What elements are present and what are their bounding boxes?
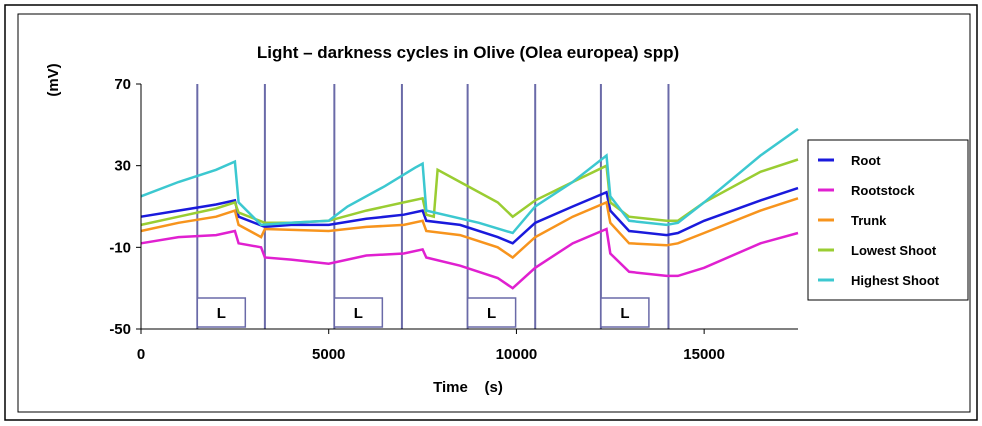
light-label: L <box>354 305 363 322</box>
chart-area <box>17 13 971 413</box>
light-box <box>196 297 247 328</box>
light-box <box>466 297 517 328</box>
light-label: L <box>487 305 496 322</box>
series-line <box>140 127 799 235</box>
series-line <box>140 227 799 290</box>
light-box <box>333 297 384 328</box>
legend <box>807 139 969 301</box>
y-tick-label: -50 <box>109 321 131 338</box>
x-tick-label: 5000 <box>312 346 345 363</box>
y-tick-label: -10 <box>109 239 131 256</box>
x-tick-label: 15000 <box>683 346 725 363</box>
series-line <box>140 197 799 260</box>
y-tick-label: 70 <box>114 76 131 93</box>
legend-label: Lowest Shoot <box>851 243 937 258</box>
light-label: L <box>217 305 226 322</box>
light-label: L <box>620 305 629 322</box>
y-axis-label: (mV) <box>45 63 62 96</box>
x-axis-label: Time (s) <box>433 379 503 396</box>
y-tick-label: 30 <box>114 158 131 175</box>
x-tick-label: 10000 <box>496 346 538 363</box>
series-line <box>140 186 799 245</box>
legend-label: Trunk <box>851 213 887 228</box>
plot-area <box>141 84 798 329</box>
light-box <box>600 297 650 328</box>
x-tick-label: 0 <box>137 346 145 363</box>
legend-label: Highest Shoot <box>851 273 940 288</box>
legend-label: Rootstock <box>851 183 915 198</box>
chart-title: Light – darkness cycles in Olive (Olea e… <box>257 43 679 62</box>
legend-label: Root <box>851 153 881 168</box>
series-line <box>140 158 799 227</box>
